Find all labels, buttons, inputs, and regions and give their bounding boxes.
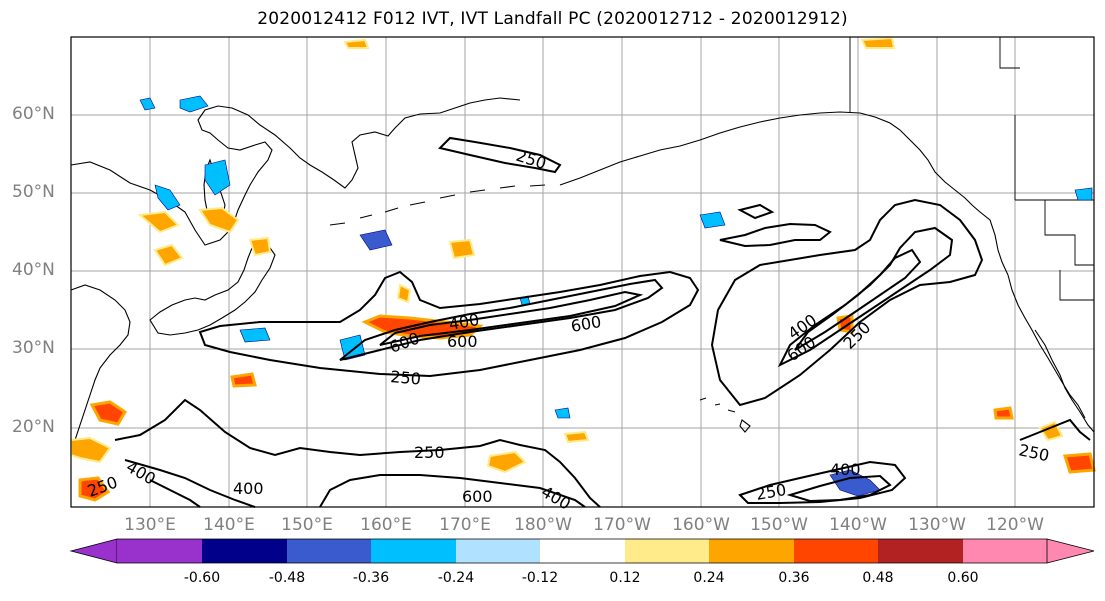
colorbar-segment xyxy=(371,539,456,563)
colorbar-segment xyxy=(963,539,1047,563)
colorbar-tick-label: 0.60 xyxy=(947,570,979,586)
lon-label: 160°E xyxy=(360,515,412,535)
colorbar-tick-label: -0.48 xyxy=(268,570,306,586)
contour-label: 400 xyxy=(233,479,264,498)
colorbar-segment xyxy=(794,539,878,563)
pc-shading xyxy=(70,36,1096,502)
contour-label: 600 xyxy=(462,487,493,506)
colorbar-extend-right xyxy=(1046,538,1095,564)
colorbar-segment xyxy=(878,539,963,563)
colorbar-tick-label: 0.12 xyxy=(609,570,641,586)
lat-label: 50°N xyxy=(12,182,55,202)
ivt-contours xyxy=(114,136,1091,508)
political-borders xyxy=(849,37,1094,301)
lon-label: 160°W xyxy=(672,515,730,535)
colorbar-segment xyxy=(202,539,287,563)
colorbar-tick-label: -0.24 xyxy=(437,570,475,586)
colorbar-tick-label: -0.12 xyxy=(521,570,559,586)
lat-label: 20°N xyxy=(12,417,55,437)
lon-label: 130°E xyxy=(124,515,176,535)
colorbar-extend-left xyxy=(69,538,118,564)
colorbar-tick-label: 0.48 xyxy=(862,570,894,586)
map-title: 2020012412 F012 IVT, IVT Landfall PC (20… xyxy=(257,9,848,29)
colorbar xyxy=(69,538,1095,564)
lon-label: 140°E xyxy=(203,515,255,535)
colorbar-tick-label: -0.60 xyxy=(183,570,221,586)
lat-label: 60°N xyxy=(12,104,55,124)
colorbar-segment xyxy=(709,539,794,563)
lon-label: 130°W xyxy=(908,515,966,535)
colorbar-segment xyxy=(287,539,371,563)
contour-label: 400 xyxy=(830,460,861,479)
graticule xyxy=(71,37,1094,507)
map-border xyxy=(70,36,1095,508)
colorbar-segment xyxy=(625,539,709,563)
colorbar-tick-label: 0.36 xyxy=(778,570,810,586)
lon-label: 120°W xyxy=(986,515,1044,535)
lon-label: 140°W xyxy=(829,515,887,535)
colorbar-segment xyxy=(117,539,202,563)
contour-label: 250 xyxy=(414,443,445,462)
contour-label: 250 xyxy=(390,367,422,389)
colorbar-tick-label: -0.36 xyxy=(352,570,390,586)
lon-label: 180°W xyxy=(514,515,572,535)
colorbar-segment xyxy=(540,539,625,563)
colorbar-segment xyxy=(456,539,540,563)
lon-label: 170°W xyxy=(593,515,651,535)
contour-label: 600 xyxy=(447,332,478,351)
colorbar-tick-label: 0.24 xyxy=(693,570,725,586)
lon-label: 150°E xyxy=(281,515,333,535)
lon-label: 170°E xyxy=(439,515,491,535)
lat-label: 30°N xyxy=(12,338,55,358)
lat-label: 40°N xyxy=(12,260,55,280)
lon-label: 150°W xyxy=(750,515,808,535)
